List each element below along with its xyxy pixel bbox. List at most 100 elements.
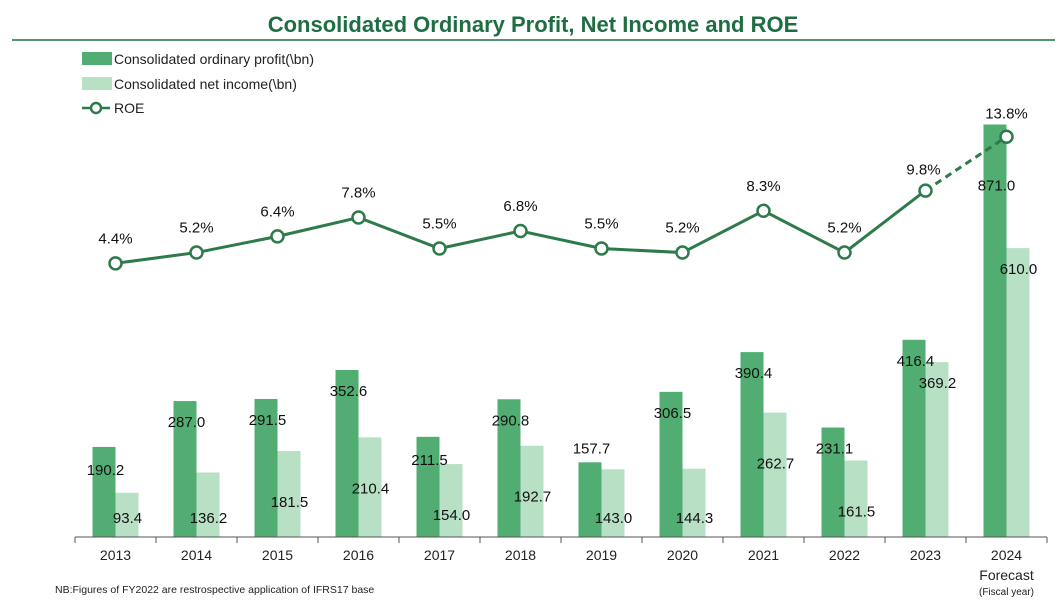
bar-profit-2013 xyxy=(92,446,116,537)
roe-point-2023 xyxy=(918,183,933,198)
bar-profit-2021 xyxy=(740,352,764,537)
roe-point-2018 xyxy=(513,223,528,239)
legend: Consolidated ordinary profit(\bn) Consol… xyxy=(82,51,314,116)
data-label-profit-2017: 211.5 xyxy=(411,452,447,469)
bar-profit-2020 xyxy=(659,391,683,537)
data-label-roe-2015: 6.4% xyxy=(260,203,294,220)
data-label-profit-2016: 352.6 xyxy=(330,383,368,400)
data-label-roe-2013: 4.4% xyxy=(98,230,132,247)
bar-profit-2015 xyxy=(254,398,278,537)
data-label-profit-2024: 871.0 xyxy=(978,177,1016,194)
x-tick-label-2022: 2022 xyxy=(829,547,860,563)
x-tick-label-2020: 2020 xyxy=(667,547,698,563)
labels-layer: 190.2 93.4 4.4% 287.0 136.2 5.2% 291.5 181.5 6.4… xyxy=(87,106,1038,527)
data-label-profit-2015: 291.5 xyxy=(249,412,287,429)
bars-layer xyxy=(92,124,1030,538)
data-label-net-income-2015: 181.5 xyxy=(271,494,309,511)
footnote: NB:Figures of FY2022 are restrospective … xyxy=(55,584,374,596)
data-label-net-income-2022: 161.5 xyxy=(838,504,876,521)
data-label-roe-2014: 5.2% xyxy=(179,220,213,237)
bar-net-income-2022 xyxy=(844,460,868,537)
data-label-roe-2018: 6.8% xyxy=(503,198,537,215)
data-label-profit-2021: 390.4 xyxy=(735,365,773,382)
bar-net-income-2015 xyxy=(277,451,301,537)
bar-profit-2018 xyxy=(497,399,521,537)
roe-point-2017 xyxy=(432,241,447,256)
x-tick-label-2024: 2024 xyxy=(991,547,1022,563)
data-label-profit-2013: 190.2 xyxy=(87,462,125,479)
bar-profit-2016 xyxy=(335,370,359,537)
data-label-roe-2016: 7.8% xyxy=(341,185,375,202)
bar-net-income-2014 xyxy=(196,472,220,537)
x-tick-label-2015: 2015 xyxy=(262,547,293,563)
x-axis: 2013 2014 2015 2016 2017 2018 2019 2020 2021 2022… xyxy=(74,536,1048,598)
data-label-profit-2020: 306.5 xyxy=(654,405,692,422)
x-tick-label-2018: 2018 xyxy=(505,547,536,563)
roe-point-2021 xyxy=(756,203,771,219)
bar-net-income-2021 xyxy=(763,412,787,537)
bar-profit-2017 xyxy=(416,436,440,537)
bar-profit-2024 xyxy=(983,124,1007,538)
roe-point-2022 xyxy=(837,245,852,260)
bar-net-income-2020 xyxy=(682,468,706,537)
legend-swatch-net-income xyxy=(82,77,112,90)
data-label-net-income-2020: 144.3 xyxy=(676,510,714,527)
data-label-profit-2018: 290.8 xyxy=(492,412,530,429)
data-label-roe-2020: 5.2% xyxy=(665,220,699,237)
bar-net-income-2016 xyxy=(358,437,382,537)
data-label-net-income-2021: 262.7 xyxy=(757,456,795,473)
x-tick-label-2023: 2023 xyxy=(910,547,941,563)
roe-point-2014 xyxy=(189,245,204,260)
roe-point-2016 xyxy=(351,210,366,225)
data-label-net-income-2013: 93.4 xyxy=(113,510,142,527)
data-label-net-income-2023: 369.2 xyxy=(919,375,957,392)
data-label-roe-2023: 9.8% xyxy=(906,162,940,179)
bar-profit-2014 xyxy=(173,401,197,537)
data-label-net-income-2017: 154.0 xyxy=(433,507,471,524)
roe-point-2024 xyxy=(999,129,1014,144)
legend-marker-roe xyxy=(89,101,103,115)
x-tick-label-2016: 2016 xyxy=(343,547,374,563)
data-label-roe-2021: 8.3% xyxy=(746,178,780,195)
data-label-roe-2024: 13.8% xyxy=(985,106,1028,123)
roe-line-forecast xyxy=(924,135,1008,192)
bar-net-income-2013 xyxy=(115,492,139,537)
data-label-roe-2017: 5.5% xyxy=(422,216,456,233)
legend-label-net-income: Consolidated net income(\bn) xyxy=(114,76,297,92)
bar-profit-2023 xyxy=(902,339,926,537)
bar-profit-2022 xyxy=(821,427,845,537)
data-label-net-income-2018: 192.7 xyxy=(514,489,552,506)
chart-title: Consolidated Ordinary Profit, Net Income… xyxy=(268,12,799,37)
bar-net-income-2023 xyxy=(925,362,949,537)
x-axis-note: (Fiscal year) xyxy=(979,587,1034,598)
roe-point-2015 xyxy=(270,229,285,244)
bar-net-income-2018 xyxy=(520,445,544,537)
data-label-roe-2022: 5.2% xyxy=(827,220,861,237)
bar-net-income-2024 xyxy=(1006,248,1030,537)
x-tick-label-2017: 2017 xyxy=(424,547,455,563)
data-label-profit-2022: 231.1 xyxy=(816,441,854,458)
data-label-profit-2014: 287.0 xyxy=(168,414,206,431)
data-label-net-income-2024: 610.0 xyxy=(1000,261,1038,278)
data-label-net-income-2019: 143.0 xyxy=(595,510,633,527)
legend-label-profit: Consolidated ordinary profit(\bn) xyxy=(114,51,314,67)
roe-point-2020 xyxy=(675,245,690,260)
data-label-net-income-2016: 210.4 xyxy=(352,480,390,497)
data-label-profit-2019: 157.7 xyxy=(573,440,611,457)
x-tick-label-2019: 2019 xyxy=(586,547,617,563)
roe-point-2013 xyxy=(108,256,123,271)
bar-profit-2019 xyxy=(578,462,602,537)
x-tick-sublabel: Forecast xyxy=(979,567,1034,583)
roe-layer xyxy=(108,129,1014,271)
bar-net-income-2019 xyxy=(601,469,625,537)
bar-net-income-2017 xyxy=(439,464,463,537)
data-label-net-income-2014: 136.2 xyxy=(190,510,228,527)
x-tick-label-2021: 2021 xyxy=(748,547,779,563)
data-label-roe-2019: 5.5% xyxy=(584,216,618,233)
legend-label-roe: ROE xyxy=(114,100,144,116)
roe-point-2019 xyxy=(594,241,609,256)
data-label-profit-2023: 416.4 xyxy=(897,353,935,370)
legend-swatch-profit xyxy=(82,52,112,65)
x-tick-label-2014: 2014 xyxy=(181,547,212,563)
